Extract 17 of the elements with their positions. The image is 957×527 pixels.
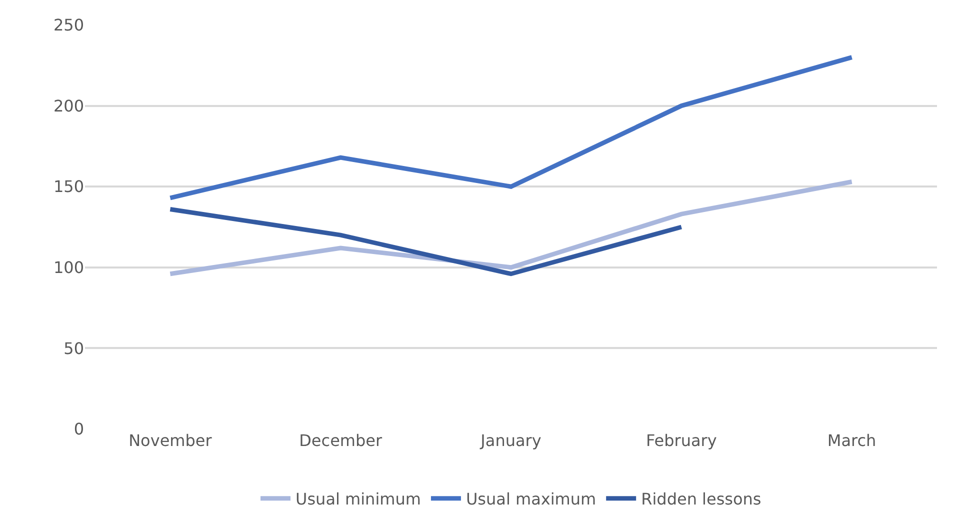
y-tick-label: 250 — [53, 16, 84, 35]
x-tick-label: March — [827, 431, 876, 450]
line-series — [168, 180, 854, 276]
y-tick-label: 150 — [53, 177, 84, 196]
y-tick-label: 200 — [53, 96, 84, 116]
x-tick-label: January — [480, 431, 542, 450]
y-tick-label: 100 — [53, 258, 84, 277]
y-tick-label: 0 — [74, 420, 84, 439]
x-tick-label: February — [646, 431, 717, 450]
line-series — [168, 206, 684, 276]
y-tick-label: 50 — [64, 338, 84, 358]
legend-label: Usual maximum — [466, 490, 596, 509]
legend-label: Usual minimum — [296, 490, 421, 509]
line-series — [168, 55, 854, 200]
x-tick-label: November — [128, 431, 212, 450]
x-tick-label: December — [299, 431, 383, 450]
legend-label: Ridden lessons — [641, 490, 762, 509]
